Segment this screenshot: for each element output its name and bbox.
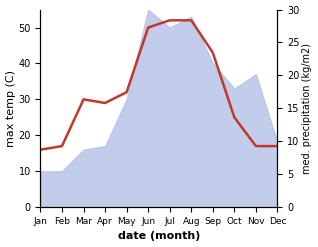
X-axis label: date (month): date (month) xyxy=(118,231,200,242)
Y-axis label: max temp (C): max temp (C) xyxy=(5,70,16,147)
Y-axis label: med. precipitation (kg/m2): med. precipitation (kg/m2) xyxy=(302,43,313,174)
